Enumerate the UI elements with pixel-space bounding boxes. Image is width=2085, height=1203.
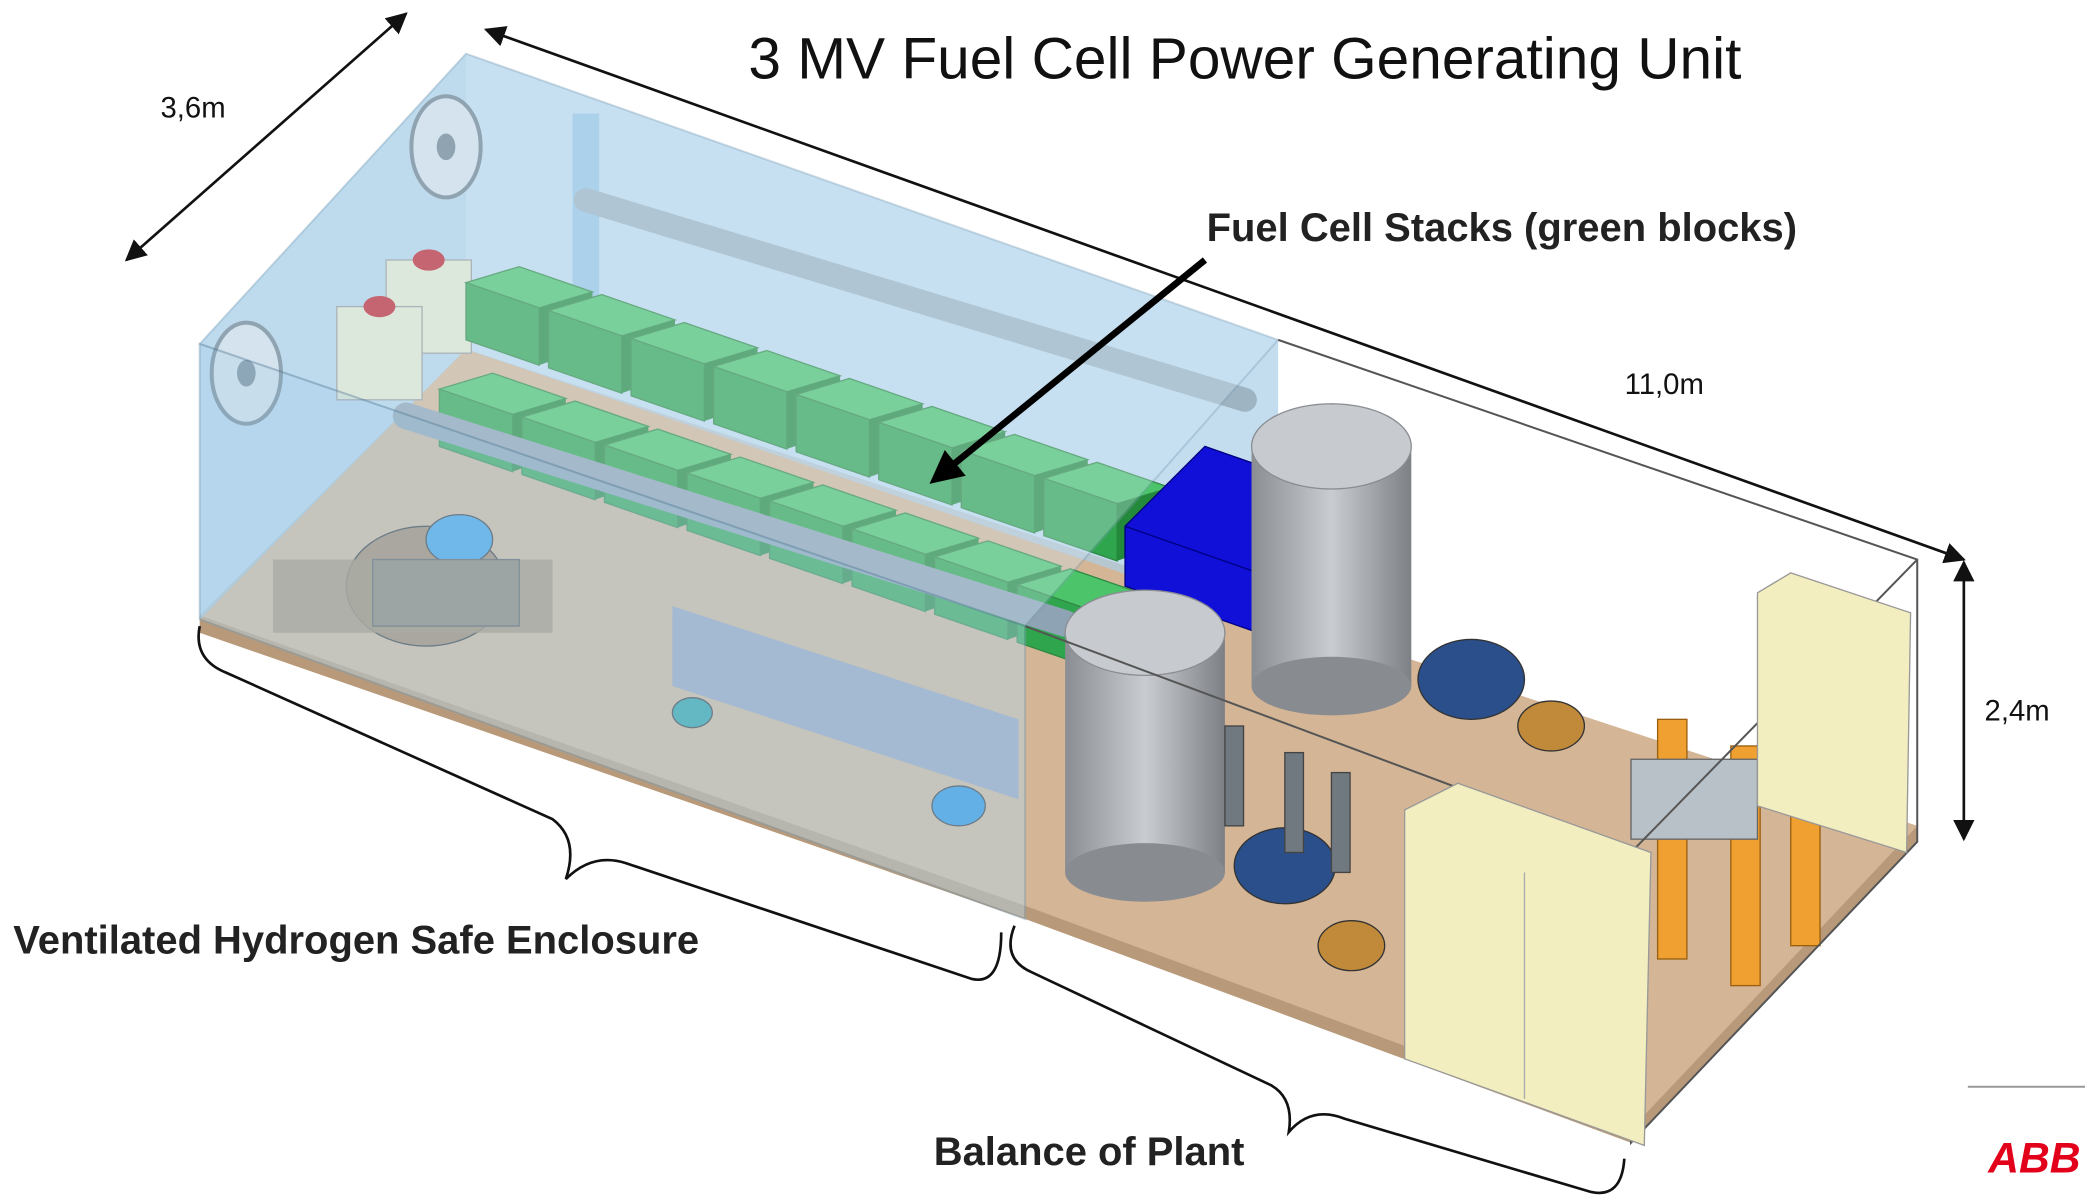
enclosure-label: Ventilated Hydrogen Safe Enclosure bbox=[13, 919, 699, 963]
page: 3 MV Fuel Cell Power Generating Unit 3,6… bbox=[0, 0, 2085, 1203]
diagram: 3 MV Fuel Cell Power Generating Unit 3,6… bbox=[0, 0, 2085, 1203]
title: 3 MV Fuel Cell Power Generating Unit bbox=[748, 26, 1741, 91]
tank-bottom bbox=[1065, 843, 1225, 902]
cabinet bbox=[1757, 573, 1910, 853]
heat-exchanger-plate bbox=[1631, 759, 1757, 839]
stacks-label: Fuel Cell Stacks (green blocks) bbox=[1207, 206, 1797, 250]
tank-bottom bbox=[1252, 657, 1412, 716]
filter bbox=[1331, 773, 1350, 873]
tank-top bbox=[1065, 590, 1225, 675]
pump bbox=[1418, 639, 1525, 719]
width-label: 3,6m bbox=[161, 91, 226, 124]
length-label: 11,0m bbox=[1625, 368, 1704, 401]
logo: ABB bbox=[1987, 1135, 2080, 1183]
tank-top bbox=[1252, 404, 1412, 489]
pump bbox=[1318, 921, 1385, 971]
bop-label: Balance of Plant bbox=[934, 1130, 1245, 1174]
height-label: 2,4m bbox=[1985, 694, 2050, 727]
filter bbox=[1285, 753, 1304, 853]
pump bbox=[1518, 701, 1585, 751]
filter bbox=[1225, 726, 1244, 826]
